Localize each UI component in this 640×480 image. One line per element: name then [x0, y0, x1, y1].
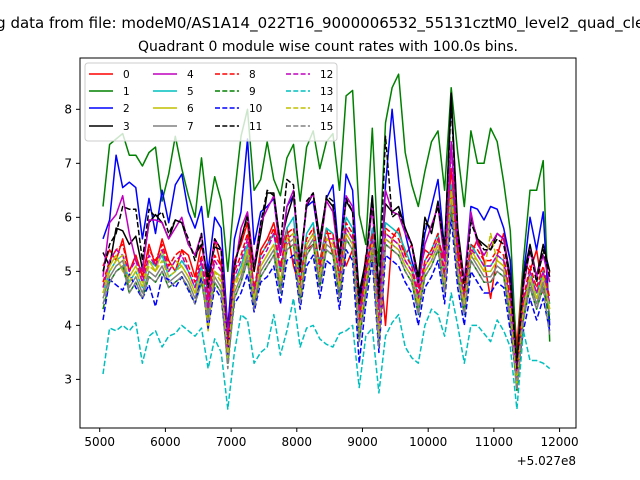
x-tick-label: 9000	[347, 435, 378, 449]
series-line-11	[102, 103, 551, 370]
legend-frame	[84, 62, 338, 142]
x-tick-label: 10000	[409, 435, 447, 449]
legend-label-4: 4	[187, 69, 194, 81]
chart-title: Quadrant 0 module wise count rates with …	[138, 39, 518, 55]
x-tick-label: 11000	[475, 435, 513, 449]
series-line-12	[102, 146, 551, 381]
x-axis: 5000 6000 7000 8000 9000 10000 11000 12000	[84, 428, 579, 449]
legend-label-10: 10	[249, 103, 262, 115]
x-tick-label: 6000	[150, 435, 181, 449]
legend-label-14: 14	[320, 103, 334, 115]
series-line-10	[102, 216, 551, 381]
legend-label-0: 0	[123, 69, 130, 81]
y-tick-label: 7	[64, 156, 72, 170]
legend-label-5: 5	[187, 86, 194, 98]
series-line-13	[102, 292, 551, 410]
x-axis-offset-label: +5.027e8	[517, 454, 576, 468]
y-tick-label: 3	[64, 372, 72, 386]
series-layer	[102, 73, 551, 410]
legend-label-11: 11	[249, 121, 262, 133]
axes-frame	[79, 57, 577, 429]
series-line-15	[102, 205, 551, 391]
series-line-14	[102, 189, 551, 386]
x-tick-label: 8000	[282, 435, 313, 449]
legend-label-1: 1	[123, 86, 130, 98]
legend-label-3: 3	[123, 121, 130, 133]
x-tick-label: 5000	[84, 435, 115, 449]
x-tick-label: 12000	[540, 435, 578, 449]
legend-label-6: 6	[187, 103, 194, 115]
legend-label-8: 8	[249, 69, 256, 81]
series-line-4	[102, 140, 551, 375]
legend-label-12: 12	[320, 69, 333, 81]
x-tick-label: 7000	[216, 435, 247, 449]
figure-suptitle: Plotting data from file: modeM0/AS1A14_0…	[0, 14, 640, 33]
y-tick-label: 6	[64, 210, 72, 224]
y-axis: 3 4 5 6 7 8	[64, 102, 80, 386]
legend-label-7: 7	[187, 121, 194, 133]
series-line-7	[102, 200, 551, 391]
legend-label-13: 13	[320, 86, 333, 98]
legend-label-2: 2	[123, 103, 130, 115]
y-tick-label: 5	[64, 264, 72, 278]
y-tick-label: 8	[64, 102, 72, 116]
legend-label-15: 15	[320, 121, 333, 133]
series-line-1	[102, 73, 551, 364]
series-line-5	[102, 184, 551, 381]
legend-label-9: 9	[249, 86, 256, 98]
series-line-8	[102, 189, 551, 375]
y-tick-label: 4	[64, 318, 72, 332]
